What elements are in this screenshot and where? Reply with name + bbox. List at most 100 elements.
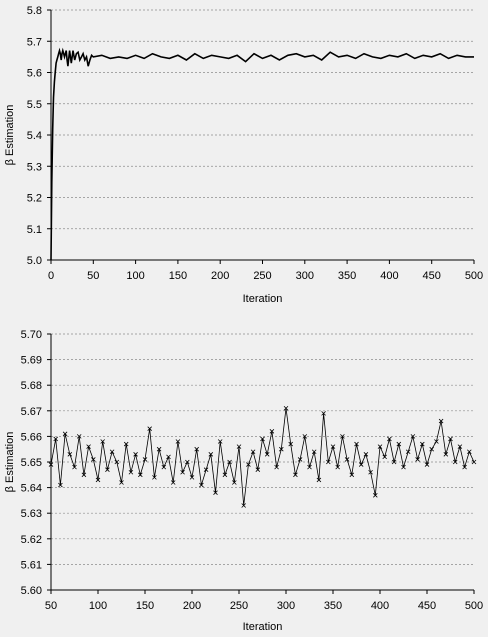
marker-stroke [438,418,444,424]
data-point-marker [156,446,162,452]
marker-stroke [452,459,458,465]
data-point-marker [166,454,171,460]
marker-stroke [316,477,322,483]
data-point-marker [269,428,275,434]
marker-stroke [335,464,340,470]
marker-stroke [114,459,120,465]
marker-stroke [311,449,317,455]
data-point-marker [311,449,317,455]
marker-stroke [368,469,373,475]
y-tick-label: 5.67 [21,406,42,418]
marker-stroke [133,452,138,457]
data-point-marker [133,452,138,457]
marker-stroke [109,449,115,455]
chart-1: 5.0 5.1 5.2 5.3 5.4 5.5 5.6 5.7 5.8 0 50 100 150 200… [4,5,483,305]
data-point-marker [138,472,143,478]
data-point-marker [377,444,383,449]
chart-1-y-axis-label: β Estimation [4,105,16,166]
data-point-marker [457,444,463,449]
x-tick-label: 300 [296,270,314,282]
data-point-marker [467,449,472,455]
data-point-marker [415,457,420,462]
data-point-marker [363,452,369,457]
chart-2-x-tick-labels: 50 100 150 200 250 300 350 400 450 500 [45,600,483,612]
marker-stroke [161,464,167,470]
x-tick-label: 300 [277,600,295,612]
data-point-marker [321,411,326,416]
marker-stroke [396,441,402,447]
marker-stroke [420,441,425,447]
x-tick-label: 150 [136,600,154,612]
data-point-marker [76,434,82,439]
marker-stroke [354,441,359,447]
x-tick-label: 500 [465,270,483,282]
marker-stroke [175,439,181,444]
marker-stroke [344,457,350,462]
data-point-marker [354,441,359,447]
marker-stroke [185,459,190,465]
y-tick-label: 5.1 [27,224,42,236]
series-line [50,408,475,506]
data-point-marker [95,477,101,483]
marker-stroke [236,444,242,449]
data-point-marker [405,449,411,455]
marker-stroke [166,454,171,460]
y-tick-label: 5.64 [21,483,42,495]
chart-2-y-axis-label: β Estimation [4,432,16,493]
marker-stroke [232,480,237,485]
data-point-marker [387,436,392,442]
data-point-marker [330,444,336,449]
marker-stroke [250,449,256,455]
data-point-marker [250,449,256,455]
y-tick-label: 5.2 [27,193,42,205]
x-tick-label: 200 [183,600,201,612]
marker-stroke [241,503,246,508]
data-point-marker [222,472,228,478]
data-point-marker [283,405,289,411]
marker-stroke [326,459,331,465]
data-point-marker [170,480,176,485]
chart-2-gridlines [51,333,474,565]
marker-stroke [86,444,91,449]
y-tick-label: 5.5 [27,99,42,111]
data-point-marker [208,452,214,457]
data-point-marker [189,475,195,480]
data-point-marker [142,457,148,462]
data-point-marker [180,469,185,475]
series-line [50,47,474,261]
marker-stroke [180,469,185,475]
data-point-marker [443,452,449,457]
x-tick-label: 50 [45,600,57,612]
marker-stroke [194,446,199,452]
marker-stroke [293,472,298,478]
marker-stroke [340,434,345,439]
marker-stroke [405,449,411,455]
marker-stroke [152,475,157,480]
data-point-marker [260,436,265,442]
data-point-marker [123,441,129,447]
marker-stroke [321,411,326,416]
marker-stroke [217,439,223,444]
data-point-marker [194,446,199,452]
data-point-marker [288,441,293,447]
chart-2: 5.60 5.61 5.62 5.63 5.64 5.65 5.66 5.67 5.68 5.69… [4,329,483,633]
marker-stroke [377,444,383,449]
data-point-marker [358,462,364,467]
data-point-marker [293,472,298,478]
data-point-marker [48,462,54,467]
data-point-marker [307,464,312,470]
data-point-marker [396,441,402,447]
chart-1-x-axis-label: Iteration [243,293,283,305]
data-point-marker [232,480,237,485]
data-point-marker [67,452,73,457]
marker-stroke [227,459,232,465]
chart-1-axes [47,9,475,264]
chart-2-series [48,405,477,508]
marker-stroke [128,469,134,475]
marker-stroke [170,480,176,485]
marker-stroke [147,426,152,432]
x-tick-label: 250 [230,600,248,612]
marker-stroke [382,454,387,460]
y-tick-label: 5.63 [21,508,42,520]
